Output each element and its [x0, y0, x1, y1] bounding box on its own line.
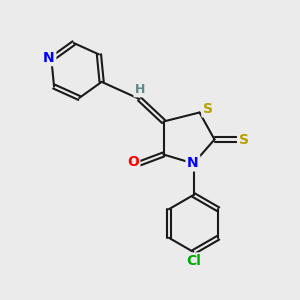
Text: S: S: [238, 133, 249, 146]
Text: Cl: Cl: [186, 254, 201, 268]
Text: O: O: [127, 155, 139, 169]
Text: N: N: [187, 156, 199, 170]
Text: S: S: [203, 102, 213, 116]
Text: H: H: [135, 83, 145, 96]
Text: N: N: [43, 51, 55, 64]
